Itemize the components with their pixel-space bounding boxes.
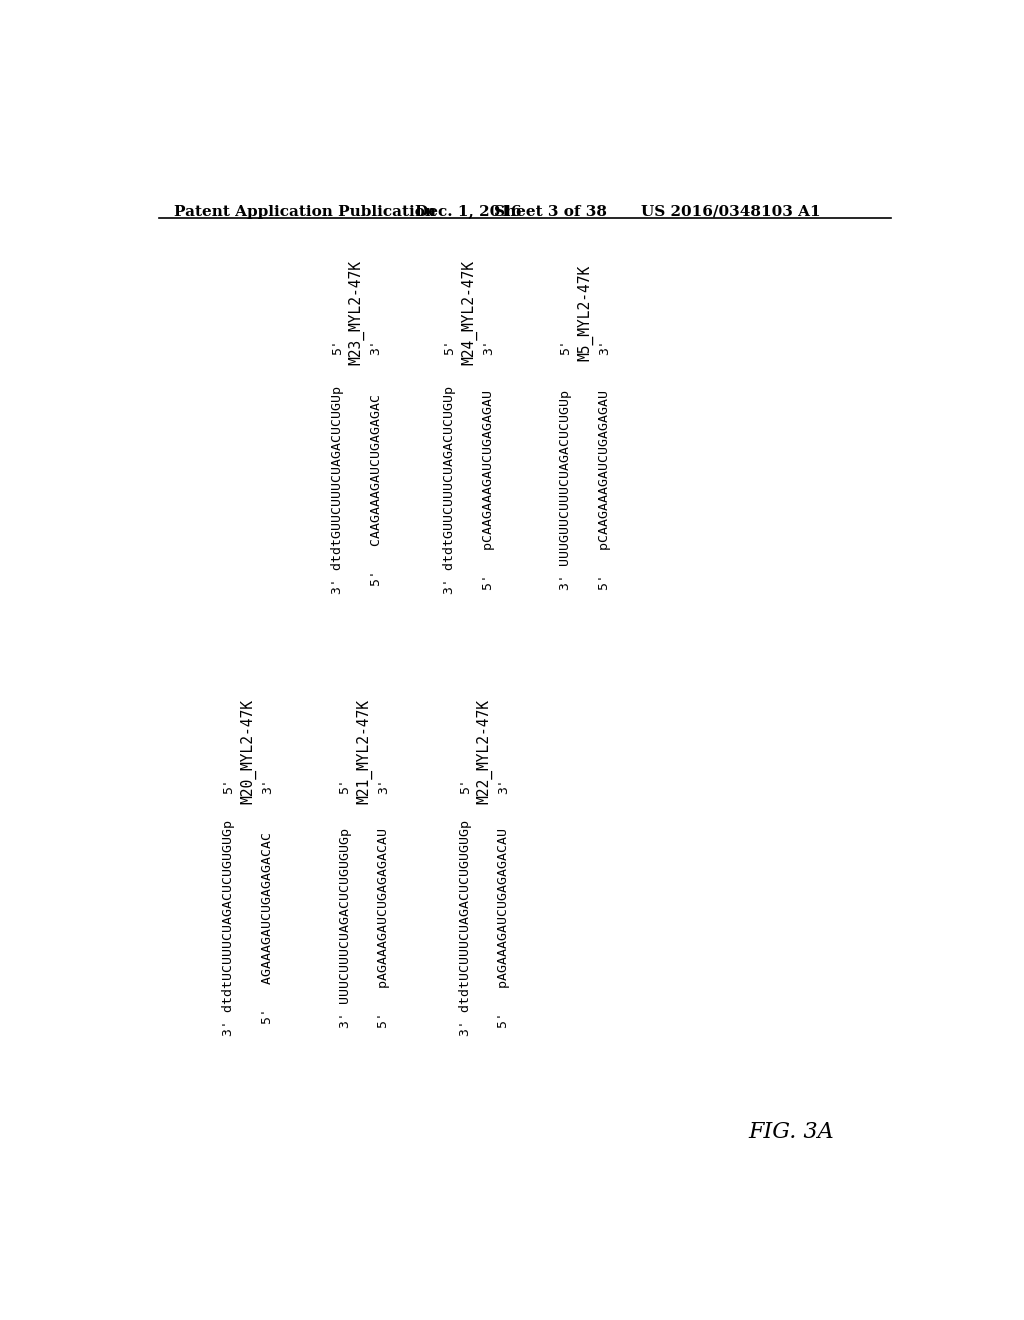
- Text: 3': 3': [370, 339, 383, 355]
- Text: 5': 5': [331, 339, 344, 355]
- Text: Patent Application Publication: Patent Application Publication: [174, 205, 436, 219]
- Text: 3' dtdtGUUCUUUCUAGACUCUGUp: 3' dtdtGUUCUUUCUAGACUCUGUp: [443, 385, 456, 594]
- Text: 3' UUUCUUUCUAGACUCUGUGUGp: 3' UUUCUUUCUAGACUCUGUGUGp: [339, 829, 351, 1028]
- Text: 5': 5': [222, 777, 236, 793]
- Text: M24_MYL2-47K: M24_MYL2-47K: [461, 260, 477, 364]
- Text: M20_MYL2-47K: M20_MYL2-47K: [240, 698, 256, 804]
- Text: 3' dtdtGUUCUUUCUAGACUCUGUp: 3' dtdtGUUCUUUCUAGACUCUGUp: [331, 385, 344, 594]
- Text: 5'   pAGAAAGAUCUGAGAGACAU: 5' pAGAAAGAUCUGAGAGACAU: [377, 829, 390, 1028]
- Text: 3': 3': [261, 777, 274, 793]
- Text: 3' dtdtUCUUUCUAGACUCUGUGUGp: 3' dtdtUCUUUCUAGACUCUGUGUGp: [459, 821, 472, 1036]
- Text: 3': 3': [482, 339, 495, 355]
- Text: US 2016/0348103 A1: US 2016/0348103 A1: [641, 205, 820, 219]
- Text: 5'   AGAAAGAUCUGAGAGACAC: 5' AGAAAGAUCUGAGAGACAC: [261, 833, 274, 1024]
- Text: 3': 3': [498, 777, 510, 793]
- Text: FIG. 3A: FIG. 3A: [748, 1121, 834, 1143]
- Text: Dec. 1, 2016: Dec. 1, 2016: [415, 205, 521, 219]
- Text: 3' UUUGUUCUUUCUAGACUCUGUp: 3' UUUGUUCUUUCUAGACUCUGUp: [559, 389, 572, 590]
- Text: 5'   pCAAGAAAGAUCUGAGAGAU: 5' pCAAGAAAGAUCUGAGAGAU: [482, 389, 495, 590]
- Text: 5': 5': [339, 777, 351, 793]
- Text: 5'   pCAAGAAAGAUCUGAGAGAU: 5' pCAAGAAAGAUCUGAGAGAU: [598, 389, 611, 590]
- Text: 5': 5': [443, 339, 456, 355]
- Text: 3': 3': [377, 777, 390, 793]
- Text: M23_MYL2-47K: M23_MYL2-47K: [348, 260, 365, 364]
- Text: 5': 5': [459, 777, 472, 793]
- Text: M5_MYL2-47K: M5_MYL2-47K: [578, 264, 593, 360]
- Text: 5'   CAAGAAAGAUCUGAGAGAC: 5' CAAGAAAGAUCUGAGAGAC: [370, 393, 383, 586]
- Text: 3' dtdtUCUUUCUAGACUCUGUGUGp: 3' dtdtUCUUUCUAGACUCUGUGUGp: [222, 821, 236, 1036]
- Text: Sheet 3 of 38: Sheet 3 of 38: [494, 205, 607, 219]
- Text: 3': 3': [598, 339, 611, 355]
- Text: M22_MYL2-47K: M22_MYL2-47K: [476, 698, 493, 804]
- Text: 5': 5': [559, 339, 572, 355]
- Text: 5'   pAGAAAGAUCUGAGAGACAU: 5' pAGAAAGAUCUGAGAGACAU: [498, 829, 510, 1028]
- Text: M21_MYL2-47K: M21_MYL2-47K: [356, 698, 373, 804]
